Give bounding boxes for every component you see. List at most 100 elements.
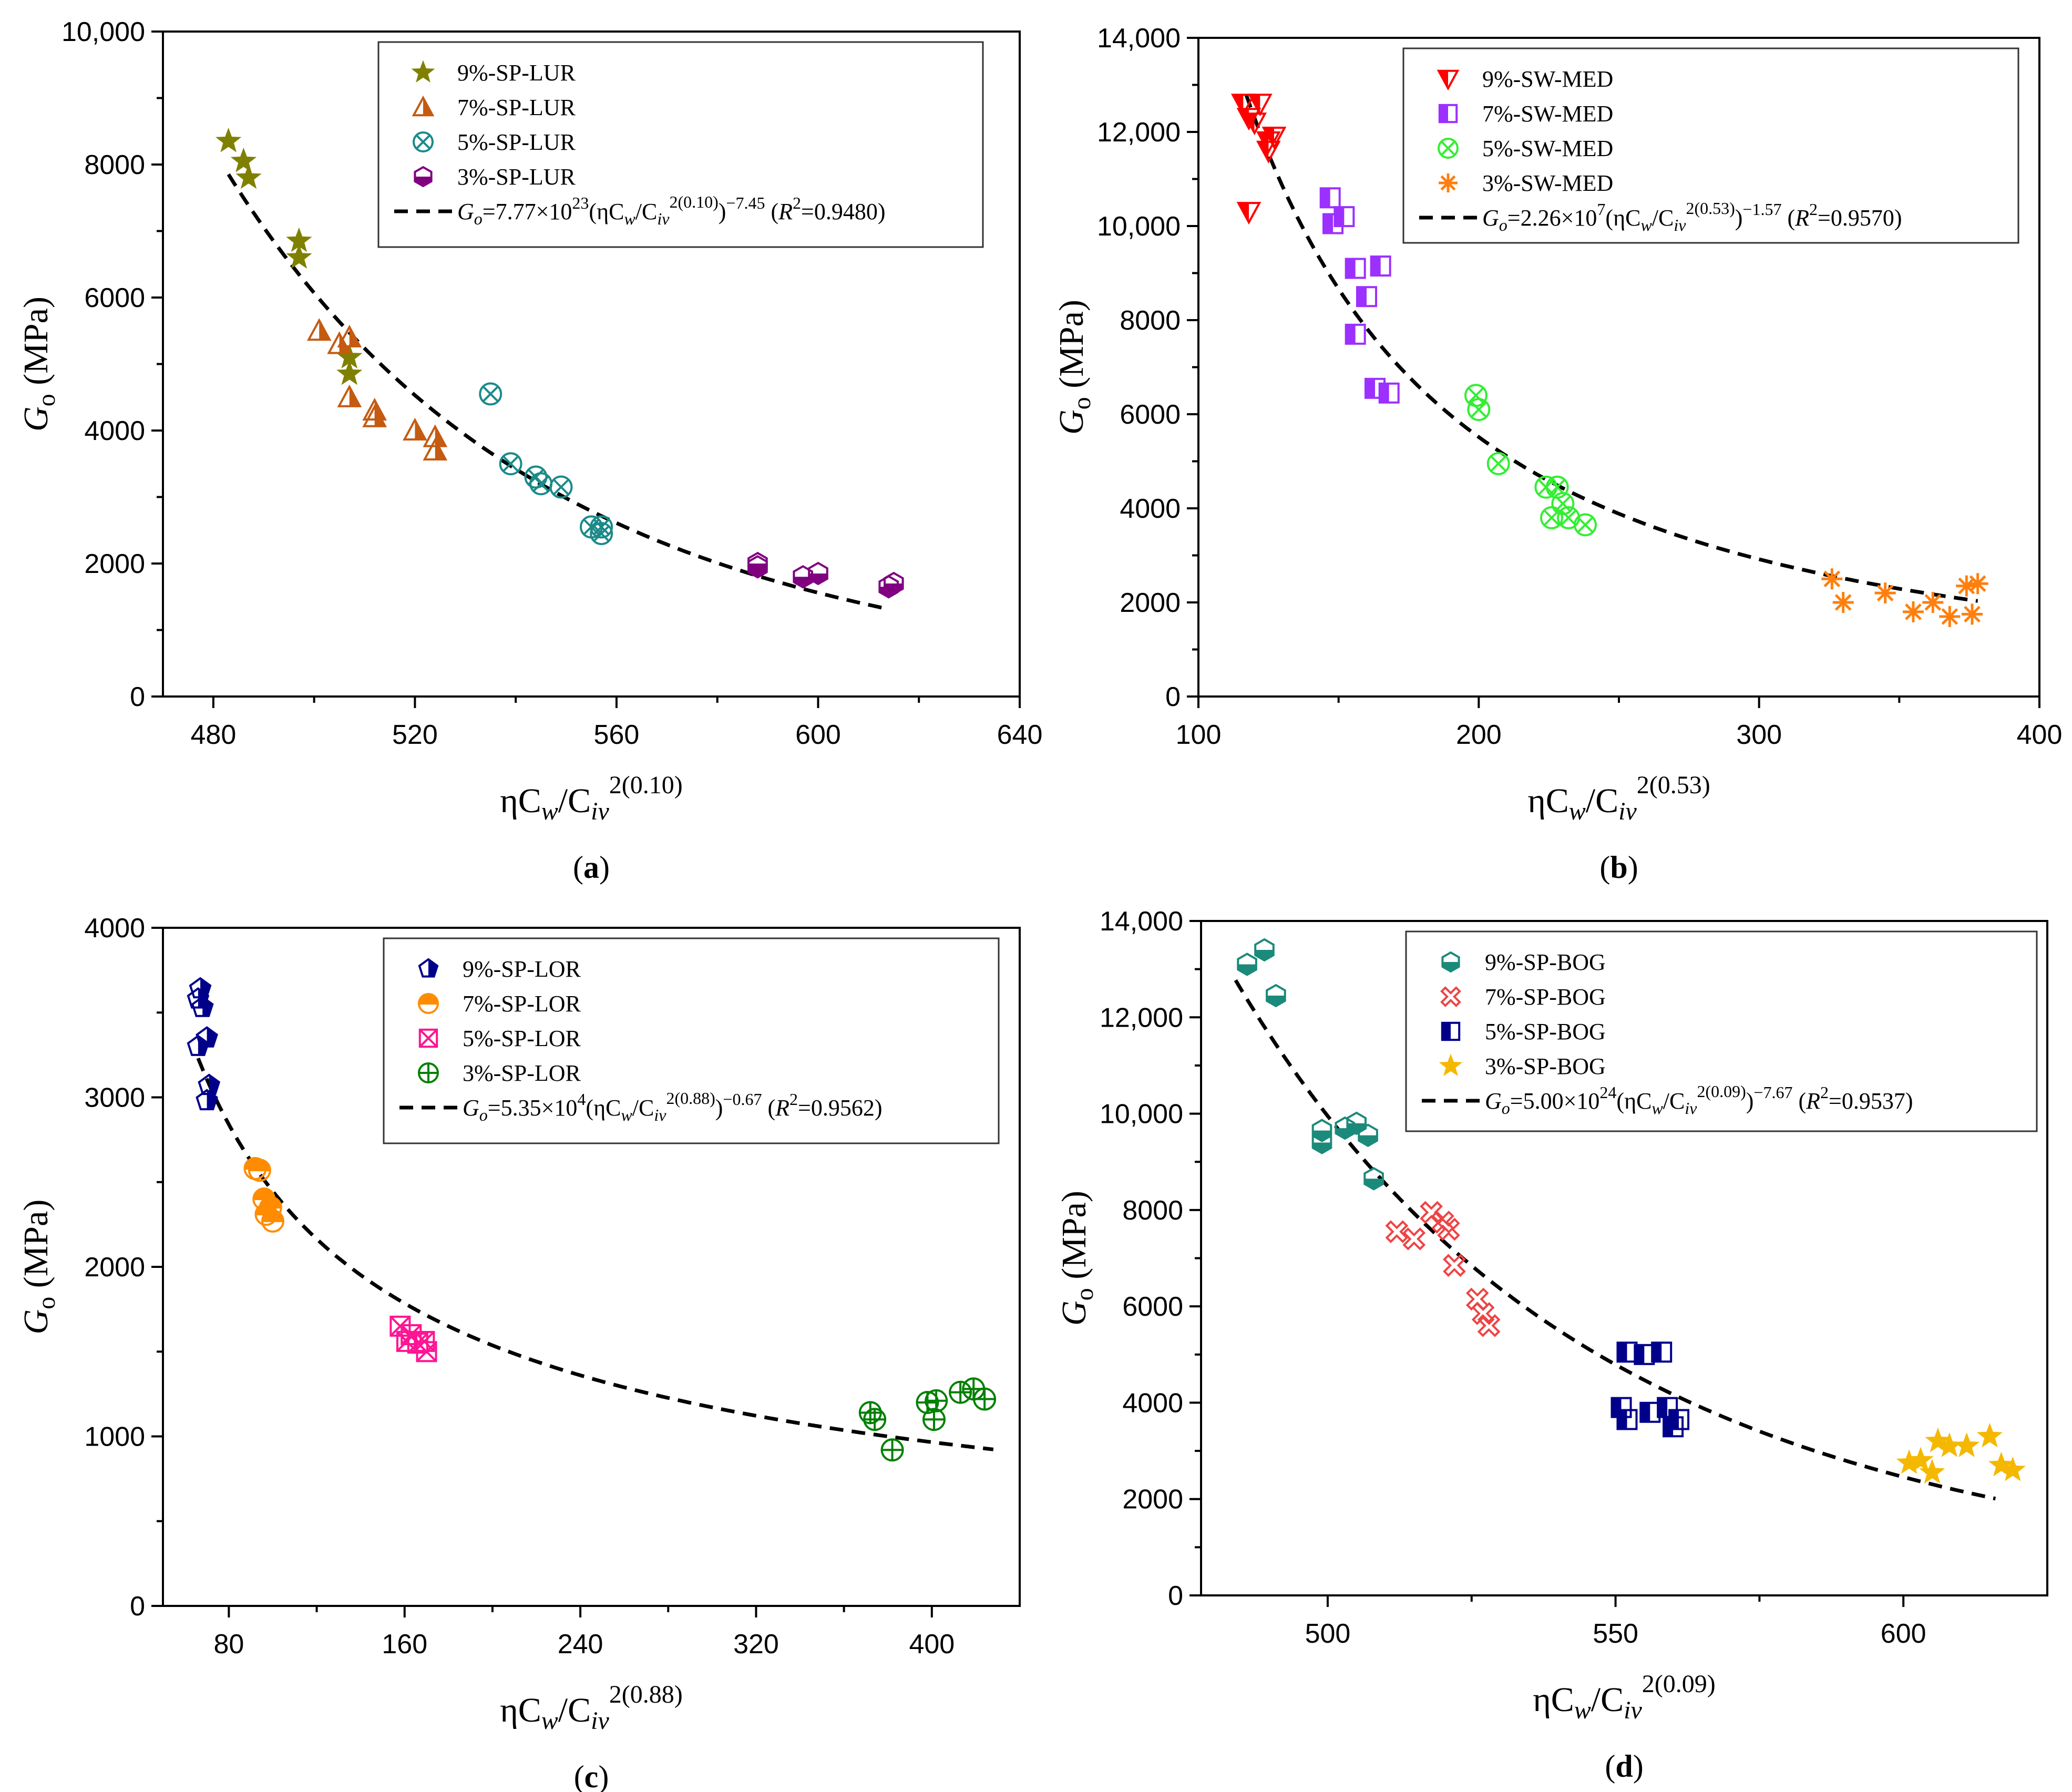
marker-outline	[418, 1028, 438, 1048]
marker-outline	[412, 95, 435, 117]
marker-outline	[1486, 452, 1510, 475]
x-label-slash-c: /C	[1591, 1681, 1624, 1719]
marker-outline	[418, 958, 439, 978]
x-axis-label: ηCw/Civ2(0.09)	[1533, 1670, 1716, 1724]
eq-r2-open: (	[762, 1095, 775, 1121]
data-point	[1311, 1131, 1332, 1154]
data-point	[1634, 1344, 1655, 1365]
y-tick-label: 2000	[1120, 588, 1181, 618]
marker-outline	[1420, 1201, 1443, 1224]
marker-cross	[419, 1063, 438, 1082]
marker-shape	[1954, 1432, 1980, 1457]
x-tick-label: 200	[1456, 720, 1502, 750]
legend-label: 3%-SP-LOR	[463, 1060, 581, 1086]
data-point	[196, 1089, 218, 1111]
marker-asterisk	[1922, 592, 1944, 613]
eq-sub-o: o	[479, 1105, 488, 1124]
marker-fill	[1640, 1402, 1650, 1422]
data-point	[884, 571, 904, 596]
data-point	[1956, 575, 1977, 597]
data-point	[362, 397, 387, 421]
legend-label: 3%-SW-MED	[1482, 170, 1613, 196]
marker-outline	[1540, 506, 1563, 529]
legend-box	[1402, 47, 2019, 244]
y-label-sub-o: o	[1071, 1288, 1099, 1301]
marker-fill	[1617, 1343, 1627, 1362]
y-label-g: G	[1055, 1301, 1093, 1326]
eq-power: −7.67	[1753, 1083, 1792, 1102]
marker-cross	[1468, 387, 1484, 404]
marker-shape	[235, 164, 262, 189]
legend-box	[383, 937, 1000, 1144]
data-point	[973, 1387, 997, 1411]
y-tick-label: 10,000	[1097, 211, 1181, 242]
data-point	[337, 384, 362, 407]
y-tick-label: 0	[130, 1591, 145, 1622]
marker-outline	[878, 575, 899, 599]
eq-open: (ηC	[1605, 205, 1640, 231]
eq-slash: /C	[635, 199, 658, 224]
marker-outline	[1311, 1119, 1332, 1142]
eq-close: )	[1746, 1088, 1754, 1114]
data-point	[1988, 1451, 2015, 1477]
marker-outline	[1441, 951, 1460, 973]
data-point	[1832, 592, 1854, 613]
marker-outline	[191, 996, 214, 1017]
eq-coef: =7.77×10	[483, 199, 572, 224]
eq-r2-sup: 2	[1820, 1083, 1829, 1102]
eq-r2-value: =0.9480)	[801, 199, 885, 224]
data-point	[1345, 258, 1366, 279]
eq-g: G	[1482, 205, 1499, 231]
legend-fit-equation: Go=5.00×1024(ηCw/Civ2(0.09))−7.67 (R2=0.…	[1485, 1082, 1913, 1118]
y-tick-label: 14,000	[1097, 23, 1181, 54]
panel-paren-open: (	[574, 1759, 584, 1792]
marker-asterisk	[1967, 573, 1988, 595]
marker-outline	[413, 131, 434, 152]
marker-asterisk	[1821, 568, 1843, 590]
data-point	[1356, 286, 1377, 308]
marker-fill	[1320, 188, 1330, 208]
data-point	[1651, 1342, 1673, 1363]
fit-curve	[1244, 94, 1978, 603]
data-point	[1256, 140, 1281, 164]
y-tick-label: 12,000	[1097, 117, 1181, 148]
marker-shape	[1925, 1427, 1951, 1452]
data-point	[235, 164, 262, 189]
marker-outline	[1440, 986, 1461, 1007]
legend-label: 7%-SP-BOG	[1485, 984, 1606, 1010]
marker-cross	[415, 134, 431, 150]
x-tick-label: 600	[1881, 1619, 1926, 1649]
eq-sub-o: o	[474, 209, 483, 228]
legend-marker	[411, 60, 435, 83]
marker-fill	[1366, 378, 1375, 398]
marker-cross	[552, 478, 570, 496]
data-point	[327, 331, 352, 354]
eq-coef-exp: 23	[572, 193, 589, 212]
marker-asterisk	[1874, 582, 1896, 604]
legend-marker	[1439, 1053, 1463, 1077]
y-tick-label: 4000	[1122, 1388, 1183, 1418]
legend-label: 7%-SW-MED	[1482, 101, 1613, 127]
data-point	[1551, 492, 1575, 516]
data-point	[1925, 1427, 1951, 1452]
marker-cross	[1577, 516, 1594, 534]
panel-paren-open: (	[1605, 1749, 1615, 1784]
legend-marker	[1441, 951, 1460, 973]
marker-outline	[1242, 112, 1267, 136]
marker-outline	[1261, 127, 1287, 150]
marker-outline	[362, 397, 387, 421]
legend: 9%-SW-MED 7%-SW-MED 5%-SW-MED 3%-SW-MED Go=2…	[1402, 47, 2019, 244]
data-point	[1962, 603, 1983, 625]
legend-marker	[418, 1062, 439, 1083]
marker-outline	[1311, 1131, 1332, 1154]
marker-outline	[1651, 1342, 1673, 1363]
panel-b: 100 200 300 4000200040006000800010,00012,00…	[1052, 23, 2062, 885]
marker-outline	[403, 417, 427, 441]
data-point	[1954, 1432, 1980, 1457]
y-tick-label: 6000	[84, 283, 145, 313]
marker-fill	[1617, 1410, 1627, 1429]
legend-label: 9%-SP-BOG	[1485, 949, 1606, 975]
panel-letter: a	[583, 850, 599, 885]
marker-shape	[1988, 1451, 2015, 1477]
